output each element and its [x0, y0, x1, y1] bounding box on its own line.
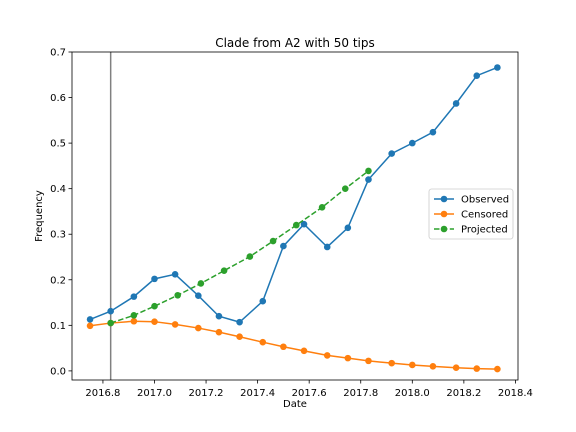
y-tick-label: 0.5 — [50, 139, 66, 150]
data-point — [151, 275, 158, 283]
x-tick-label: 2017.2 — [189, 388, 224, 399]
data-point — [107, 307, 114, 315]
data-point — [429, 363, 437, 370]
data-point — [130, 317, 138, 325]
series-line-censored — [89, 320, 498, 370]
data-point — [292, 221, 300, 229]
x-tick-label: 2018.0 — [395, 388, 430, 399]
data-point — [365, 357, 372, 365]
data-point — [246, 253, 254, 260]
data-point — [365, 167, 372, 175]
data-point — [171, 271, 179, 278]
data-point — [300, 220, 308, 228]
data-point — [220, 267, 228, 274]
legend-box — [428, 188, 514, 240]
x-tick-label: 2016.8 — [85, 388, 120, 399]
data-point — [365, 176, 372, 183]
data-point — [452, 100, 460, 107]
data-point — [269, 237, 277, 245]
data-point — [195, 324, 202, 332]
x-tick-label: 2017.8 — [343, 388, 378, 399]
y-tick-label: 0.0 — [50, 366, 66, 377]
data-point — [86, 316, 94, 323]
y-axis: 0.0 0.1 0.2 0.3 0.4 0.5 0.6 0.7 — [50, 48, 72, 377]
data-point — [344, 224, 352, 232]
data-point — [86, 322, 94, 330]
y-tick-label: 0.4 — [50, 184, 66, 195]
y-tick-label: 0.3 — [50, 230, 66, 241]
x-axis: 2016.8 2017.0 2017.2 2017.4 2017.6 2017.8 2018… — [85, 380, 533, 399]
data-point — [473, 72, 481, 79]
y-tick-label: 0.1 — [50, 321, 66, 332]
data-point — [259, 297, 267, 305]
series-censored — [86, 317, 501, 373]
data-point — [171, 321, 179, 328]
data-point — [409, 139, 416, 147]
legend-label: Projected — [461, 225, 508, 236]
axes-frame — [71, 51, 519, 381]
legend-entry-censored: Censored — [434, 210, 508, 221]
data-point — [344, 354, 352, 362]
data-point — [300, 347, 308, 355]
legend-label: Censored — [461, 210, 508, 221]
data-point — [409, 361, 416, 369]
data-point — [236, 333, 243, 341]
y-axis-label: Frequency — [34, 190, 45, 242]
data-point — [174, 291, 181, 299]
data-point — [151, 302, 158, 310]
legend-swatch-marker — [440, 225, 448, 233]
legend-label: Observed — [461, 195, 509, 206]
plot-border — [71, 51, 519, 381]
y-tick-label: 0.6 — [50, 93, 66, 104]
data-point — [388, 150, 395, 157]
legend-swatch-marker — [440, 195, 448, 203]
data-point — [151, 318, 158, 325]
series-line-observed — [89, 66, 498, 323]
series-observed — [86, 64, 501, 326]
data-point — [259, 338, 267, 346]
data-point — [130, 293, 138, 300]
x-tick-label: 2017.0 — [137, 388, 172, 399]
data-point — [452, 364, 460, 372]
legend: Observed Censored Projected — [428, 188, 514, 240]
data-point — [323, 352, 331, 359]
data-point — [195, 292, 202, 300]
data-point — [215, 312, 223, 320]
data-point — [473, 365, 481, 372]
data-point — [388, 359, 395, 367]
series-line-projected — [110, 170, 369, 324]
data-point — [318, 204, 326, 211]
data-point — [215, 328, 223, 336]
data-point — [429, 128, 437, 136]
chart-title: Clade from A2 with 50 tips — [215, 36, 375, 50]
data-point — [236, 318, 243, 326]
series-projected — [107, 167, 372, 327]
data-point — [280, 242, 287, 250]
plot-area — [71, 51, 519, 381]
x-tick-label: 2018.2 — [446, 388, 481, 399]
x-axis-label: Date — [283, 399, 307, 410]
y-tick-label: 0.2 — [50, 275, 66, 286]
data-point — [494, 64, 501, 71]
data-point — [107, 319, 114, 327]
x-tick-label: 2017.4 — [240, 388, 275, 399]
data-point — [494, 365, 501, 373]
x-tick-label: 2018.4 — [498, 388, 533, 399]
x-tick-label: 2017.6 — [292, 388, 327, 399]
data-point — [323, 243, 331, 251]
data-point — [280, 343, 287, 351]
data-point — [341, 185, 349, 192]
legend-entry-projected: Projected — [434, 225, 508, 236]
y-tick-label: 0.7 — [50, 48, 66, 59]
data-point — [197, 280, 205, 287]
data-point — [130, 312, 138, 319]
legend-entry-observed: Observed — [434, 195, 509, 206]
legend-swatch-marker — [440, 210, 448, 218]
